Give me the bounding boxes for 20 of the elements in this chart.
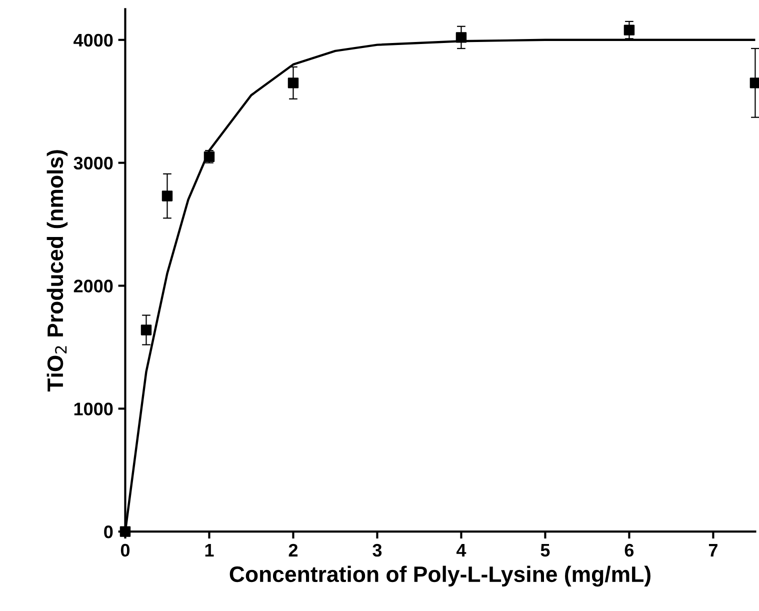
x-tick-label: 6 bbox=[624, 544, 634, 557]
y-tick-label: 3000 bbox=[74, 156, 113, 170]
point bbox=[288, 78, 299, 88]
x-tick-label: 7 bbox=[708, 544, 718, 556]
point bbox=[140, 324, 152, 336]
x-tick-label: 4 bbox=[456, 544, 466, 556]
y-tick-label: 0 bbox=[104, 526, 113, 538]
x-axis-title: Concentration of Poly-L-Lysine (mg/mL) bbox=[230, 566, 650, 587]
x-tick-label: 5 bbox=[540, 544, 550, 557]
x-tick-label: 2 bbox=[288, 544, 298, 556]
point bbox=[162, 190, 173, 202]
x-tick-label: 3 bbox=[372, 544, 382, 557]
y-tick-label: 4000 bbox=[74, 34, 113, 47]
y-tick-label: 1000 bbox=[74, 402, 113, 416]
y-axis-title: TiO$_{2}$ Produced (nmols) bbox=[46, 150, 68, 392]
x-tick-label: 0 bbox=[120, 544, 130, 557]
point bbox=[624, 24, 635, 36]
x-tick-label: 1 bbox=[205, 544, 214, 556]
y-tick-label: 2000 bbox=[74, 280, 113, 292]
point bbox=[456, 32, 467, 43]
